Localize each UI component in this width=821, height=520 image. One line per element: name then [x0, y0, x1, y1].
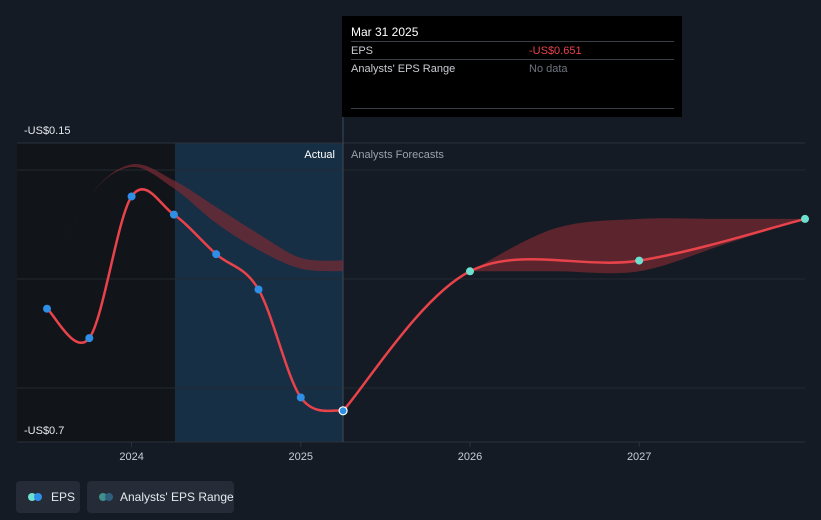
- legend-eps-label: EPS: [51, 490, 76, 504]
- y-axis-bottom-label: -US$0.7: [24, 425, 64, 437]
- eps-forecast-point[interactable]: [635, 256, 644, 265]
- x-tick-label: 2027: [627, 451, 651, 463]
- x-tick-label: 2025: [289, 451, 313, 463]
- legend-eps-button[interactable]: EPS: [16, 481, 80, 513]
- eps-legend-icon: [28, 492, 44, 502]
- eps-points: [43, 192, 809, 416]
- tooltip-eps-label: EPS: [351, 45, 374, 57]
- x-tick-label: 2024: [119, 451, 143, 463]
- tooltip-eps-value: -US$0.651: [529, 45, 582, 57]
- x-axis-ticks: 2024 2025 2026 2027: [119, 442, 651, 463]
- eps-forecast-point[interactable]: [465, 267, 474, 276]
- eps-actual-point[interactable]: [254, 285, 263, 294]
- forecast-region-label: Analysts Forecasts: [351, 149, 444, 161]
- actual-region-label: Actual: [304, 149, 335, 161]
- x-tick-label: 2026: [458, 451, 482, 463]
- tooltip-bottom-divider: [351, 108, 674, 110]
- past-eps-range-band: [47, 163, 344, 277]
- tooltip-range-label: Analysts' EPS Range: [351, 63, 456, 75]
- eps-actual-point[interactable]: [338, 406, 348, 416]
- eps-actual-point[interactable]: [43, 304, 51, 313]
- tooltip-date: Mar 31 2025: [351, 25, 419, 39]
- tooltip-eps-row: EPS -US$0.651: [351, 41, 674, 60]
- legend-range-label: Analysts' EPS Range: [120, 490, 234, 504]
- eps-forecast-point[interactable]: [801, 214, 809, 223]
- eps-actual-point[interactable]: [296, 393, 305, 402]
- range-legend-icon: [99, 492, 115, 502]
- eps-actual-line: [46, 188, 344, 413]
- pre-period-shade: [17, 143, 175, 442]
- tooltip-range-value: No data: [529, 63, 568, 75]
- tooltip-range-row: Analysts' EPS Range No data: [351, 59, 674, 78]
- eps-actual-point[interactable]: [212, 250, 221, 259]
- legend-range-button[interactable]: Analysts' EPS Range: [87, 481, 234, 513]
- y-axis-top-label: -US$0.15: [24, 125, 70, 137]
- eps-forecast-line: [342, 217, 806, 412]
- hover-tooltip: Mar 31 2025 EPS -US$0.651 Analysts' EPS …: [342, 16, 682, 117]
- eps-actual-point[interactable]: [169, 210, 178, 219]
- analysts-eps-range-band: [469, 218, 805, 274]
- eps-actual-point[interactable]: [127, 192, 136, 201]
- eps-actual-point[interactable]: [85, 334, 94, 343]
